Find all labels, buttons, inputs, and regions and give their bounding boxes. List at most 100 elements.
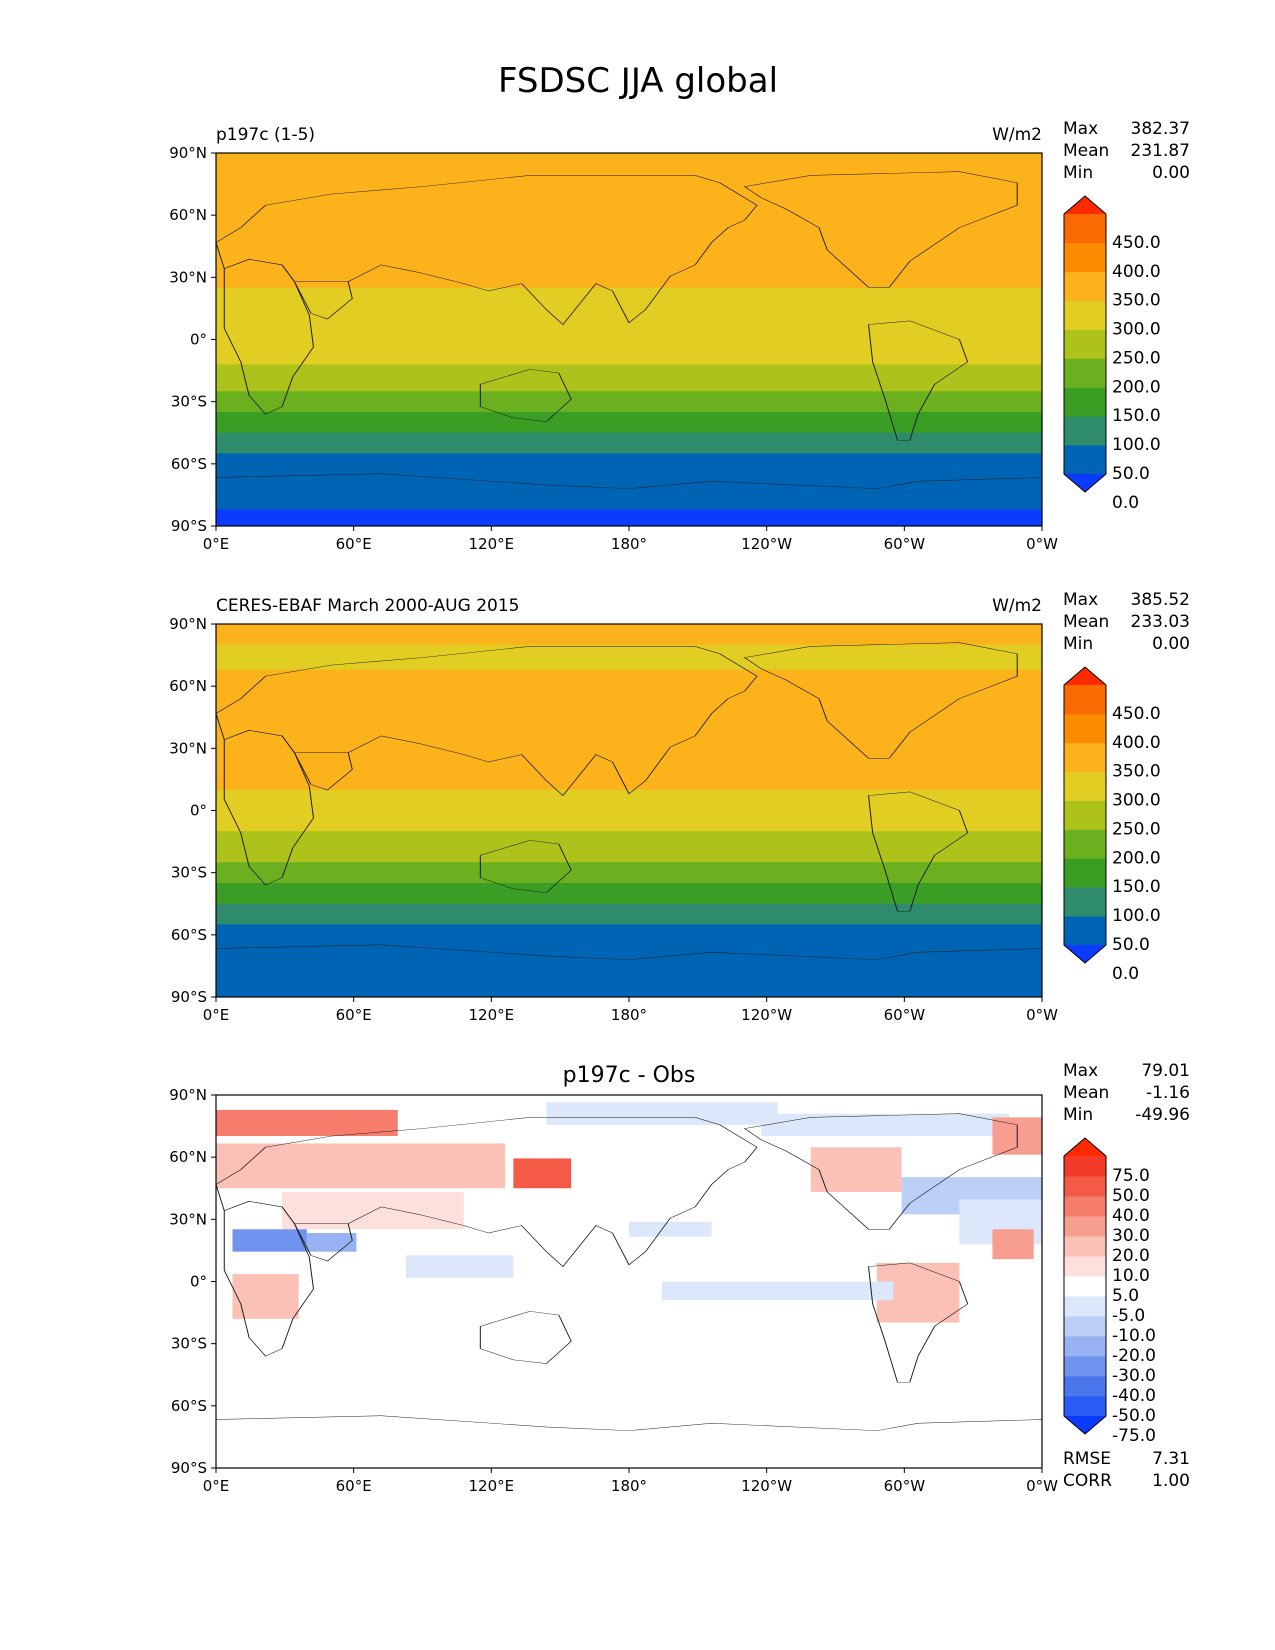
colorbar-label: 350.0	[1112, 762, 1161, 782]
error-stats: RMSE 7.31 CORR 1.00	[1063, 1449, 1190, 1491]
lat-tick-label: 90°S	[171, 517, 207, 535]
lon-tick-label: 0°W	[1026, 1006, 1058, 1024]
colorbar-segment	[1064, 1296, 1106, 1317]
lat-tick-label: 60°S	[171, 455, 207, 473]
lat-band	[216, 924, 1042, 997]
lat-tick-label: 60°S	[171, 1397, 207, 1415]
lat-tick-label: 90°S	[171, 1459, 207, 1477]
colorbar-segment	[1064, 387, 1106, 417]
colorbar-label: -40.0	[1112, 1386, 1156, 1406]
colorbar-segment	[1064, 242, 1106, 273]
lat-tick-label: 30°S	[171, 1335, 207, 1353]
stats-block: Max 382.37 Mean 231.87 Min 0.00	[1063, 119, 1190, 183]
colorbar-outline	[1063, 1137, 1107, 1435]
colorbar-label: 450.0	[1112, 233, 1161, 253]
lat-tick-label: 0°	[190, 331, 207, 349]
colorbar-segment	[1064, 916, 1106, 946]
lon-tick-label: 0°E	[203, 535, 230, 553]
colorbar-extension-min	[1064, 1416, 1106, 1434]
lat-band	[216, 624, 1042, 646]
colorbar-label: 0.0	[1112, 964, 1139, 984]
lat-tick-label: 30°N	[169, 1210, 207, 1228]
colorbar-label: -10.0	[1112, 1326, 1156, 1346]
map-obs	[216, 624, 1042, 997]
figure-title: FSDSC JJA global	[498, 61, 778, 101]
lat-tick-label: 60°S	[171, 926, 207, 944]
colorbar-segment	[1064, 1156, 1106, 1177]
colorbar-extension-max	[1064, 1138, 1106, 1156]
stat-min-value: 0.00	[1152, 163, 1190, 183]
panel-units: W/m2	[992, 125, 1042, 145]
colorbar-model: 450.0 400.0 350.0 300.0 250.0 200.0 150.0 100.0…	[1063, 195, 1161, 513]
panel-units: W/m2	[992, 596, 1042, 616]
colorbar-label: 300.0	[1112, 791, 1161, 811]
lon-tick-label: 60°W	[884, 535, 926, 553]
colorbar-segment	[1064, 1336, 1106, 1357]
colorbar-label: 400.0	[1112, 733, 1161, 753]
lon-tick-label: 120°E	[469, 535, 515, 553]
lon-tick-label: 0°E	[203, 1477, 230, 1495]
stat-mean-value: 231.87	[1131, 141, 1190, 161]
stat-corr-label: CORR	[1063, 1471, 1112, 1491]
lat-tick-label: 60°N	[169, 1148, 207, 1166]
colorbar-segment	[1064, 858, 1106, 888]
colorbar-segment	[1064, 300, 1106, 330]
lon-tick-label: 120°W	[741, 1477, 792, 1495]
map-axes-model: 90°N 60°N 30°N 0° 30°S 60°S 90°S0°E 60°E 120°E 18…	[169, 144, 1058, 553]
stat-max-value: 385.52	[1131, 590, 1190, 610]
lon-tick-label: 60°E	[336, 535, 372, 553]
lat-tick-label: 60°N	[169, 677, 207, 695]
lat-band	[216, 432, 1042, 454]
colorbar-segment	[1064, 1216, 1106, 1237]
lon-tick-label: 60°W	[884, 1477, 926, 1495]
colorbar-extension-min	[1064, 945, 1106, 963]
colorbar-label: -50.0	[1112, 1406, 1156, 1426]
lat-tick-label: 0°	[190, 1273, 207, 1291]
lon-tick-label: 180°	[611, 1006, 647, 1024]
colorbar-segment	[1064, 829, 1106, 859]
map-axes-obs: 90°N 60°N 30°N 0° 30°S 60°S 90°S0°E 60°E 120°E 18…	[169, 615, 1058, 1024]
colorbar-segment	[1064, 214, 1106, 244]
stat-max-label: Max	[1063, 119, 1098, 139]
panel-obs: CERES-EBAF March 2000-AUG 2015 W/m2 Max …	[169, 590, 1190, 1024]
colorbar-segment	[1064, 1176, 1106, 1197]
stat-min-label: Min	[1063, 163, 1093, 183]
stat-rmse-label: RMSE	[1063, 1449, 1111, 1469]
colorbar-extension-max	[1064, 667, 1106, 685]
colorbar-segment	[1064, 887, 1106, 917]
colorbar-segment	[1064, 1396, 1106, 1417]
stat-max-value: 382.37	[1131, 119, 1190, 139]
colorbar-label: 300.0	[1112, 320, 1161, 340]
lat-band	[216, 903, 1042, 925]
lon-tick-label: 0°E	[203, 1006, 230, 1024]
stat-max-value: 79.01	[1141, 1061, 1190, 1081]
lon-tick-label: 0°W	[1026, 535, 1058, 553]
colorbar-label: 350.0	[1112, 291, 1161, 311]
colorbar-segment	[1064, 713, 1106, 744]
lat-band	[216, 153, 1042, 175]
stat-max-label: Max	[1063, 1061, 1098, 1081]
colorbar-outline	[1063, 666, 1107, 964]
stat-max-label: Max	[1063, 590, 1098, 610]
colorbar-segment	[1064, 1236, 1106, 1257]
lat-band	[216, 453, 1042, 510]
lat-band	[216, 669, 1042, 791]
colorbar-label: -30.0	[1112, 1366, 1156, 1386]
lon-tick-label: 60°E	[336, 1006, 372, 1024]
lat-tick-label: 30°N	[169, 739, 207, 757]
colorbar-label: 250.0	[1112, 348, 1161, 368]
anomaly-patches	[216, 1102, 1042, 1323]
panel-model: p197c (1-5) W/m2 Max 382.37 Mean 231.87 …	[169, 119, 1190, 553]
colorbar-label: 10.0	[1112, 1266, 1150, 1286]
colorbar-segment	[1064, 771, 1106, 801]
colorbar-label: 200.0	[1112, 377, 1161, 397]
colorbar-label: 50.0	[1112, 935, 1150, 955]
colorbar-segment	[1064, 329, 1106, 359]
colorbar-label: 5.0	[1112, 1286, 1139, 1306]
colorbar-segment	[1064, 742, 1106, 773]
colorbar-label: 150.0	[1112, 877, 1161, 897]
colorbar-label: 75.0	[1112, 1166, 1150, 1186]
lon-tick-label: 0°W	[1026, 1477, 1058, 1495]
lat-band	[216, 194, 1042, 289]
colorbar-diff: 75.050.040.030.020.010.05.0-5.0-10.0-20.…	[1063, 1137, 1156, 1446]
